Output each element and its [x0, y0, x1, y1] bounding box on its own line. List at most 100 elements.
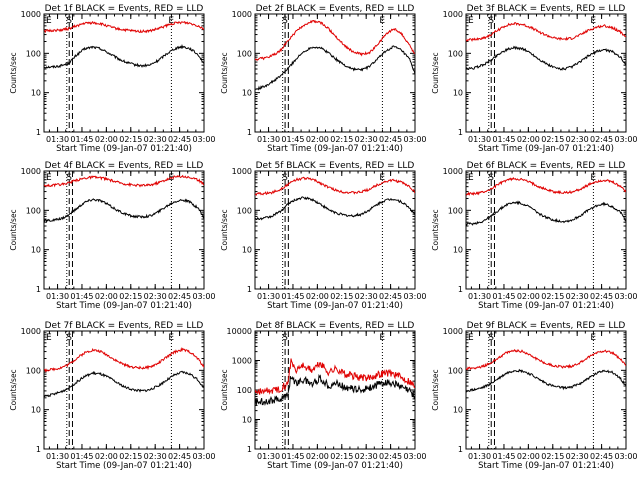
- x-tick-label: 01:30: [257, 292, 280, 301]
- event-marker-label: S: [282, 333, 288, 343]
- x-tick-label: 02:30: [566, 452, 589, 461]
- event-marker-label: E: [379, 16, 385, 26]
- y-tick-label: 10000: [227, 327, 252, 336]
- x-axis-label: Start Time (09-Jan-07 01:21:40): [478, 144, 614, 154]
- y-axis-label: Counts/sec: [220, 369, 229, 410]
- y-tick-label: 1000: [443, 327, 463, 336]
- x-tick-label: 02:00: [95, 135, 118, 144]
- y-tick-label: 1000: [443, 167, 463, 176]
- y-tick-label: 10: [31, 246, 41, 255]
- x-tick-label: 01:30: [468, 135, 491, 144]
- chart-title: Det 8f BLACK = Events, RED = LLD: [256, 321, 415, 331]
- x-tick-label: 02:15: [330, 292, 353, 301]
- chart-title: Det 1f BLACK = Events, RED = LLD: [45, 4, 204, 14]
- event-marker-label: S: [282, 16, 288, 26]
- x-tick-label: 02:45: [590, 135, 613, 144]
- event-marker-label: E: [379, 333, 385, 343]
- y-tick-label: 100: [448, 49, 463, 58]
- chart-title: Det 9f BLACK = Events, RED = LLD: [467, 321, 626, 331]
- event-marker-label: E: [168, 333, 174, 343]
- x-tick-label: 02:00: [306, 452, 329, 461]
- y-tick-label: 1: [458, 445, 463, 454]
- plot-frame: [465, 330, 627, 450]
- y-tick-label: 10: [453, 246, 463, 255]
- y-tick-label: 1: [247, 445, 252, 454]
- x-tick-label: 02:30: [566, 135, 589, 144]
- x-tick-label: 03:00: [403, 135, 426, 144]
- x-axis-label: Start Time (09-Jan-07 01:21:40): [56, 461, 192, 471]
- detector-panel: Det 6f BLACK = Events, RED = LLD 1 10 100 10…: [431, 161, 638, 311]
- chart-title: Det 2f BLACK = Events, RED = LLD: [256, 4, 415, 14]
- x-tick-label: 01:30: [257, 452, 280, 461]
- event-marker-label: E: [379, 173, 385, 183]
- x-tick-label: 03:00: [614, 452, 637, 461]
- x-tick-label: 02:45: [379, 452, 402, 461]
- y-tick-label: 1000: [21, 167, 41, 176]
- x-tick-label: 02:30: [566, 292, 589, 301]
- x-tick-label: 03:00: [614, 292, 637, 301]
- x-tick-label: 02:30: [355, 452, 378, 461]
- y-axis-label: Counts/sec: [9, 369, 18, 410]
- plot-frame: [43, 170, 205, 290]
- y-tick-label: 10: [31, 406, 41, 415]
- y-axis-label: Counts/sec: [220, 52, 229, 93]
- y-tick-label: 100: [26, 49, 41, 58]
- lld-series-line: [44, 20, 204, 34]
- x-tick-label: 01:30: [257, 135, 280, 144]
- x-axis-label: Start Time (09-Jan-07 01:21:40): [56, 301, 192, 311]
- event-marker-label: S: [66, 173, 72, 183]
- detector-panel: Det 4f BLACK = Events, RED = LLD 1 10 100 10…: [9, 161, 216, 311]
- x-axis-label: Start Time (09-Jan-07 01:21:40): [267, 144, 403, 154]
- x-tick-label: 03:00: [192, 135, 215, 144]
- x-axis-label: Start Time (09-Jan-07 01:21:40): [478, 301, 614, 311]
- detector-panel: Det 9f BLACK = Events, RED = LLD 1 10 100 10…: [431, 321, 638, 471]
- events-series-line: [44, 43, 204, 69]
- event-marker-label: E: [468, 333, 474, 343]
- event-marker-label: E: [46, 16, 52, 26]
- y-axis-label: Counts/sec: [431, 369, 440, 410]
- y-tick-label: 10: [31, 89, 41, 98]
- y-axis-label: Counts/sec: [9, 209, 18, 250]
- y-tick-label: 100: [448, 366, 463, 375]
- events-series-line: [466, 45, 626, 71]
- y-tick-label: 1000: [232, 167, 252, 176]
- x-tick-label: 02:45: [590, 292, 613, 301]
- x-tick-label: 01:45: [70, 452, 93, 461]
- chart-title: Det 5f BLACK = Events, RED = LLD: [256, 161, 415, 171]
- x-tick-label: 01:45: [281, 452, 304, 461]
- lld-series-line: [466, 176, 626, 196]
- x-axis-label: Start Time (09-Jan-07 01:21:40): [478, 461, 614, 471]
- x-tick-label: 02:00: [306, 292, 329, 301]
- event-marker-label: E: [468, 173, 474, 183]
- y-tick-label: 100: [26, 206, 41, 215]
- x-tick-label: 02:00: [517, 135, 540, 144]
- plot-frame: [254, 170, 416, 290]
- detector-panel: Det 8f BLACK = Events, RED = LLD 1 10 100 10…: [220, 321, 427, 471]
- event-marker-label: E: [46, 173, 52, 183]
- x-tick-label: 02:15: [330, 452, 353, 461]
- x-tick-label: 02:45: [168, 452, 191, 461]
- detector-panel: Det 2f BLACK = Events, RED = LLD 1 10 100 10…: [220, 4, 427, 154]
- x-tick-label: 02:00: [517, 292, 540, 301]
- x-tick-label: 01:45: [70, 292, 93, 301]
- plot-frame: [465, 13, 627, 133]
- y-tick-label: 100: [237, 49, 252, 58]
- event-marker-label: E: [168, 16, 174, 26]
- chart-title: Det 4f BLACK = Events, RED = LLD: [45, 161, 204, 171]
- event-marker-label: E: [590, 173, 596, 183]
- x-tick-label: 02:30: [355, 292, 378, 301]
- events-series-line: [255, 373, 415, 407]
- y-tick-label: 100: [448, 206, 463, 215]
- x-axis-label: Start Time (09-Jan-07 01:21:40): [267, 301, 403, 311]
- x-tick-label: 02:15: [119, 452, 142, 461]
- x-tick-label: 02:45: [590, 452, 613, 461]
- y-axis-label: Counts/sec: [220, 209, 229, 250]
- lld-series-line: [255, 176, 415, 196]
- y-tick-label: 1: [247, 285, 252, 294]
- x-axis-label: Start Time (09-Jan-07 01:21:40): [56, 144, 192, 154]
- detector-panel: Det 1f BLACK = Events, RED = LLD 1 10 100 10…: [9, 4, 216, 154]
- x-tick-label: 01:45: [492, 292, 515, 301]
- events-series-line: [44, 370, 204, 398]
- event-marker-label: S: [66, 16, 72, 26]
